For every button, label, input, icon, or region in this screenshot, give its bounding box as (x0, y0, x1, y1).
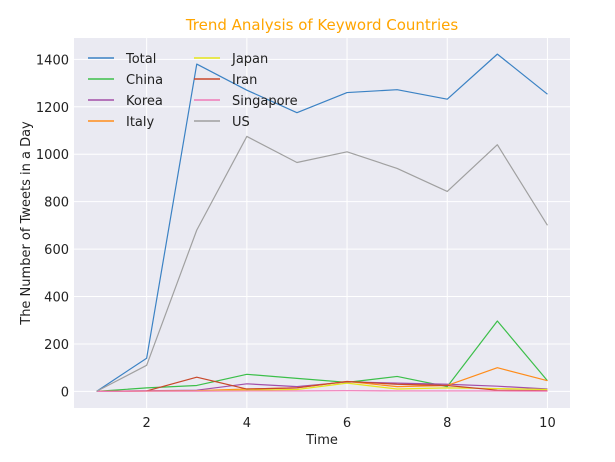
legend: Total China Korea Italy Japan Iran Singapore US (88, 52, 298, 130)
plot-background (74, 38, 570, 408)
series-line-total (96, 53, 548, 392)
legend-item-singapore: Singapore (194, 94, 298, 109)
x-tick-label: 4 (243, 416, 251, 431)
legend-label: Singapore (232, 94, 298, 109)
x-tick-label: 8 (443, 416, 451, 431)
series-line-us (96, 135, 548, 392)
legend-label: China (126, 73, 163, 88)
legend-item-total: Total (88, 52, 156, 67)
chart-title: Trend Analysis of Keyword Countries (185, 16, 459, 34)
y-tick-label: 1400 (36, 53, 69, 68)
y-tick-label: 200 (44, 338, 69, 353)
legend-label: Total (125, 52, 156, 67)
legend-item-iran: Iran (194, 73, 257, 88)
legend-label: Italy (126, 115, 155, 130)
y-tick-labels: 0 200 400 600 800 1000 1200 1400 (36, 53, 69, 400)
y-tick-label: 600 (44, 243, 69, 258)
legend-label: Iran (232, 73, 257, 88)
x-axis-label: Time (305, 433, 338, 448)
legend-item-italy: Italy (88, 115, 155, 130)
series-line-china (96, 320, 548, 392)
legend-label: Japan (231, 52, 268, 67)
y-tick-label: 0 (61, 385, 69, 400)
legend-item-japan: Japan (194, 52, 268, 67)
x-tick-label: 2 (143, 416, 151, 431)
legend-label: US (232, 115, 250, 130)
y-tick-label: 800 (44, 196, 69, 211)
y-axis-label: The Number of Tweets in a Day (19, 121, 34, 326)
series-line-singapore (96, 390, 548, 392)
legend-label: Korea (126, 94, 163, 109)
x-tick-label: 10 (539, 416, 556, 431)
y-tick-label: 1000 (36, 148, 69, 163)
y-tick-label: 400 (44, 291, 69, 306)
series-line-iran (96, 376, 548, 392)
legend-item-china: China (88, 73, 163, 88)
series-lines (96, 53, 548, 392)
legend-item-korea: Korea (88, 94, 163, 109)
y-tick-label: 1200 (36, 101, 69, 116)
x-tick-label: 6 (343, 416, 351, 431)
legend-item-us: US (194, 115, 250, 130)
x-tick-labels: 2 4 6 8 10 (143, 416, 556, 431)
